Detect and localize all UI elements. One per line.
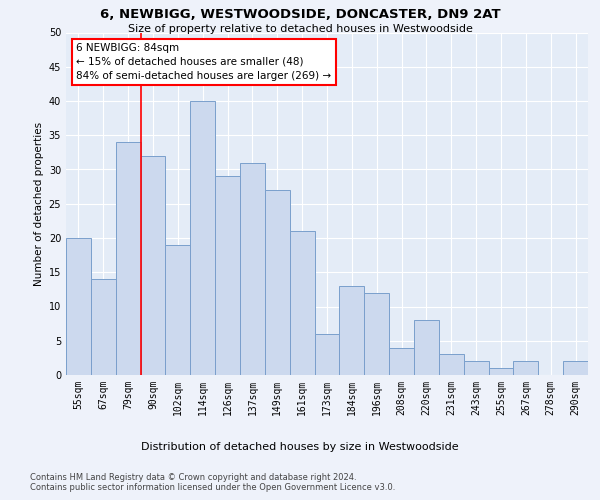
Bar: [166, 245, 190, 375]
Bar: [215, 176, 240, 375]
Bar: [116, 142, 140, 375]
Bar: [439, 354, 464, 375]
Bar: [265, 190, 290, 375]
Bar: [314, 334, 340, 375]
Bar: [240, 162, 265, 375]
Text: Contains public sector information licensed under the Open Government Licence v3: Contains public sector information licen…: [30, 484, 395, 492]
Bar: [91, 279, 116, 375]
Bar: [414, 320, 439, 375]
Bar: [488, 368, 514, 375]
Bar: [140, 156, 166, 375]
Bar: [364, 293, 389, 375]
Text: 6 NEWBIGG: 84sqm
← 15% of detached houses are smaller (48)
84% of semi-detached : 6 NEWBIGG: 84sqm ← 15% of detached house…: [76, 43, 332, 81]
Bar: [190, 101, 215, 375]
Bar: [464, 362, 488, 375]
Y-axis label: Number of detached properties: Number of detached properties: [34, 122, 44, 286]
Text: Distribution of detached houses by size in Westwoodside: Distribution of detached houses by size …: [141, 442, 459, 452]
Bar: [66, 238, 91, 375]
Bar: [340, 286, 364, 375]
Text: Size of property relative to detached houses in Westwoodside: Size of property relative to detached ho…: [128, 24, 472, 34]
Text: Contains HM Land Registry data © Crown copyright and database right 2024.: Contains HM Land Registry data © Crown c…: [30, 472, 356, 482]
Bar: [290, 231, 314, 375]
Text: 6, NEWBIGG, WESTWOODSIDE, DONCASTER, DN9 2AT: 6, NEWBIGG, WESTWOODSIDE, DONCASTER, DN9…: [100, 8, 500, 20]
Bar: [563, 362, 588, 375]
Bar: [514, 362, 538, 375]
Bar: [389, 348, 414, 375]
